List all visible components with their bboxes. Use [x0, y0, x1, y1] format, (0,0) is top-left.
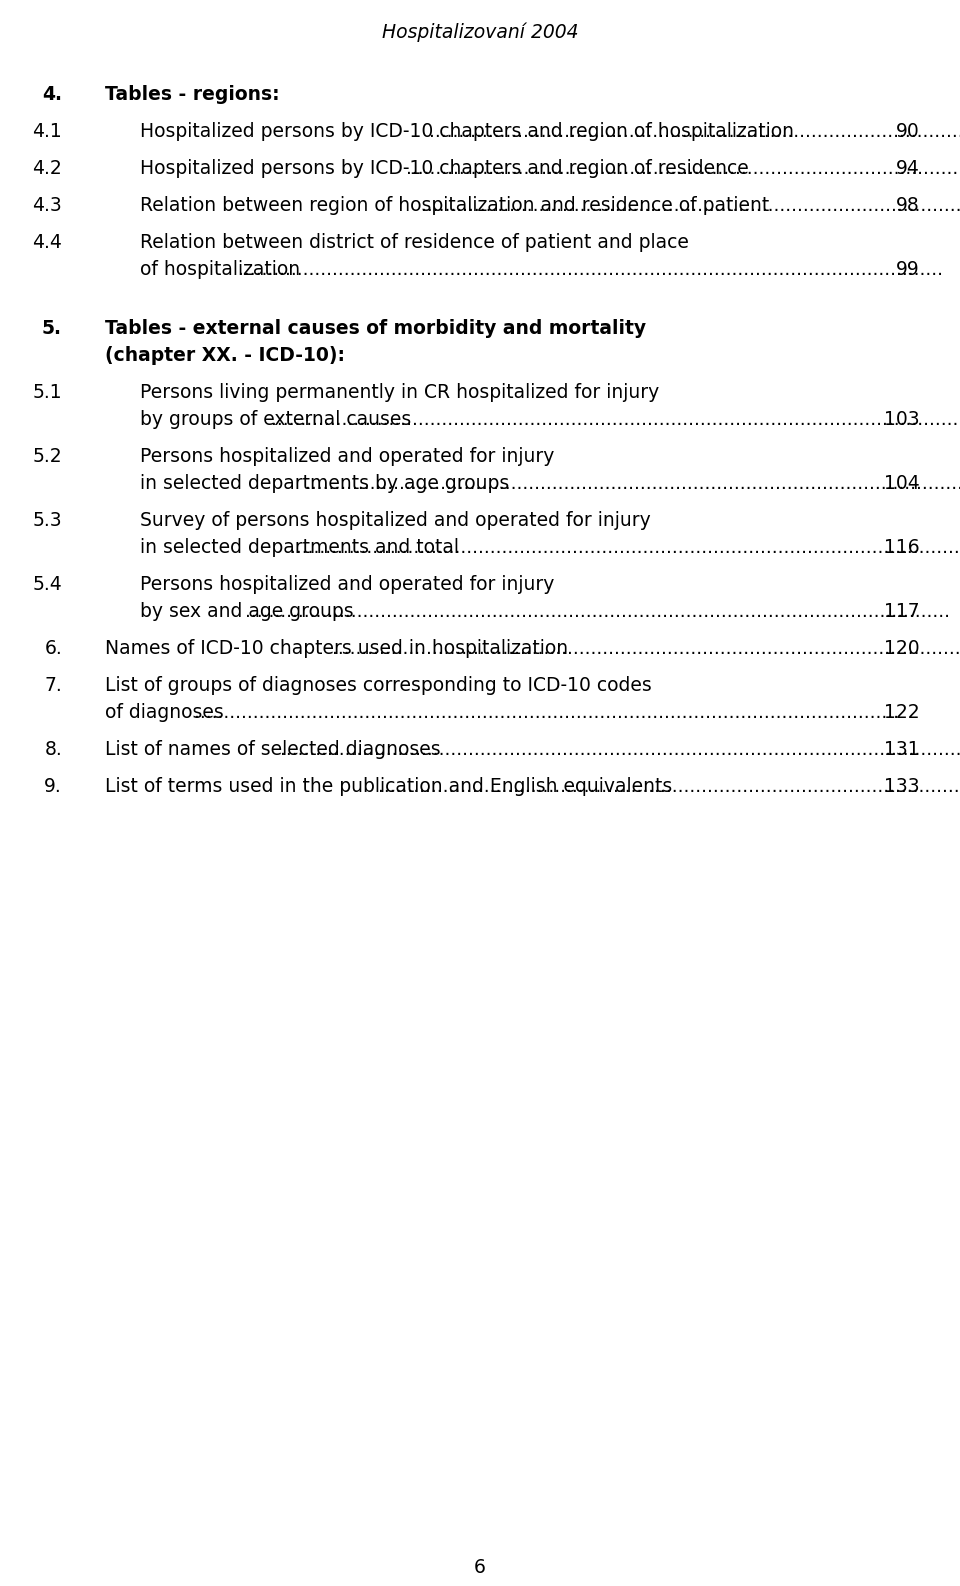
- Text: 4.1: 4.1: [33, 122, 62, 141]
- Text: in selected departments by age groups: in selected departments by age groups: [140, 474, 509, 493]
- Text: 120: 120: [884, 639, 920, 658]
- Text: 5.: 5.: [42, 319, 62, 338]
- Text: 104: 104: [884, 474, 920, 493]
- Text: 8.: 8.: [44, 741, 62, 760]
- Text: ................................................................................: ........................................…: [290, 538, 960, 557]
- Text: Relation between district of residence of patient and place: Relation between district of residence o…: [140, 233, 689, 252]
- Text: 6.: 6.: [44, 639, 62, 658]
- Text: 131: 131: [884, 741, 920, 760]
- Text: Relation between region of hospitalization and residence of patient: Relation between region of hospitalizati…: [140, 197, 769, 216]
- Text: 5.1: 5.1: [33, 382, 62, 401]
- Text: 103: 103: [884, 411, 920, 428]
- Text: 5.4: 5.4: [33, 576, 62, 595]
- Text: of hospitalization: of hospitalization: [140, 260, 300, 279]
- Text: ................................................................................: ........................................…: [377, 777, 960, 796]
- Text: List of names of selected diagnoses: List of names of selected diagnoses: [105, 741, 441, 760]
- Text: Tables - external causes of morbidity and mortality: Tables - external causes of morbidity an…: [105, 319, 646, 338]
- Text: 117: 117: [884, 603, 920, 622]
- Text: 5.2: 5.2: [33, 447, 62, 466]
- Text: Persons hospitalized and operated for injury: Persons hospitalized and operated for in…: [140, 447, 554, 466]
- Text: 98: 98: [897, 197, 920, 216]
- Text: ................................................................................: ........................................…: [194, 703, 899, 722]
- Text: 116: 116: [884, 538, 920, 557]
- Text: Survey of persons hospitalized and operated for injury: Survey of persons hospitalized and opera…: [140, 511, 651, 530]
- Text: 4.4: 4.4: [32, 233, 62, 252]
- Text: 5.3: 5.3: [33, 511, 62, 530]
- Text: 6: 6: [474, 1557, 486, 1576]
- Text: 7.: 7.: [44, 676, 62, 695]
- Text: List of groups of diagnoses corresponding to ICD-10 codes: List of groups of diagnoses correspondin…: [105, 676, 652, 695]
- Text: Hospitalized persons by ICD-10 chapters and region of residence: Hospitalized persons by ICD-10 chapters …: [140, 159, 749, 178]
- Text: 94: 94: [896, 159, 920, 178]
- Text: ................................................................................: ........................................…: [421, 197, 960, 216]
- Text: Hospitalized persons by ICD-10 chapters and region of hospitalization: Hospitalized persons by ICD-10 chapters …: [140, 122, 794, 141]
- Text: 133: 133: [884, 777, 920, 796]
- Text: ................................................................................: ........................................…: [305, 474, 960, 493]
- Text: ................................................................................: ........................................…: [245, 603, 950, 622]
- Text: ................................................................................: ........................................…: [272, 411, 960, 428]
- Text: Tables - regions:: Tables - regions:: [105, 86, 279, 105]
- Text: 99: 99: [897, 260, 920, 279]
- Text: List of terms used in the publication and English equivalents: List of terms used in the publication an…: [105, 777, 672, 796]
- Text: ................................................................................: ........................................…: [237, 260, 943, 279]
- Text: 4.2: 4.2: [33, 159, 62, 178]
- Text: Persons hospitalized and operated for injury: Persons hospitalized and operated for in…: [140, 576, 554, 595]
- Text: 90: 90: [897, 122, 920, 141]
- Text: (chapter XX. - ICD-10):: (chapter XX. - ICD-10):: [105, 346, 345, 365]
- Text: ................................................................................: ........................................…: [280, 741, 960, 760]
- Text: by sex and age groups: by sex and age groups: [140, 603, 353, 622]
- Text: ................................................................................: ........................................…: [429, 122, 960, 141]
- Text: ................................................................................: ........................................…: [332, 639, 960, 658]
- Text: ................................................................................: ........................................…: [406, 159, 960, 178]
- Text: 9.: 9.: [44, 777, 62, 796]
- Text: 4.: 4.: [42, 86, 62, 105]
- Text: of diagnoses: of diagnoses: [105, 703, 224, 722]
- Text: 122: 122: [884, 703, 920, 722]
- Text: 4.3: 4.3: [33, 197, 62, 216]
- Text: Names of ICD-10 chapters used in hospitalization: Names of ICD-10 chapters used in hospita…: [105, 639, 574, 658]
- Text: by groups of external causes: by groups of external causes: [140, 411, 411, 428]
- Text: in selected departments and total: in selected departments and total: [140, 538, 459, 557]
- Text: Persons living permanently in CR hospitalized for injury: Persons living permanently in CR hospita…: [140, 382, 660, 401]
- Text: Hospitalizovaní 2004: Hospitalizovaní 2004: [382, 22, 578, 41]
